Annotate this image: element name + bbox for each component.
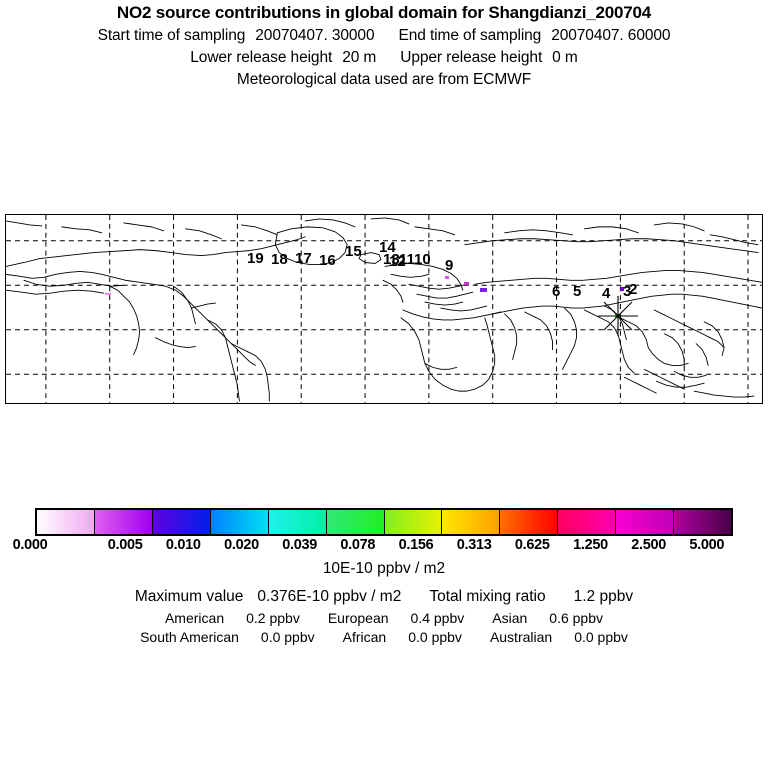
colorbar-segment-1 [94,510,153,534]
colorbar-segment-3 [210,510,269,534]
maximum-value: 0.376E-10 ppbv / m2 [257,588,402,605]
trajectory-day-16: 16 [319,252,336,269]
lower-release-label: Lower release height [190,49,333,66]
region-row-southern: South American 0.0 ppbv African 0.0 ppbv Aus… [0,629,768,645]
trajectory-day-18: 18 [271,251,288,268]
coastlines [6,217,762,402]
region-value-african: 0.0 ppbv [408,629,462,645]
colorbar-unit-label: 10E-10 ppbv / m2 [322,560,446,577]
trajectory-day-17: 17 [295,250,312,267]
colorbar-tick-labels: 0.000 0.005 0.010 0.020 0.039 0.078 0.156 0.313… [0,537,768,553]
region-name-asian: Asian [492,610,528,626]
colorbar-tick-5.000: 5.000 [689,537,725,553]
region-name-australian: Australian [489,629,553,645]
trajectory-day-11: 11 [399,251,415,268]
colorbar-segment-6 [384,510,443,534]
total-mixing-ratio-value: 1.2 ppbv [573,588,634,605]
colorbar-segment-8 [500,510,559,534]
trajectory-day-12: 12 [389,253,406,270]
trajectory-day-4: 4 [602,285,611,302]
region-value-australian: 0.0 ppbv [574,629,628,645]
colorbar-segment-10 [616,510,675,534]
region-name-african: African [342,629,387,645]
region-value-south-american: 0.0 ppbv [260,629,315,645]
region-row-northern: American 0.2 ppbv European 0.4 ppbv Asian 0.6… [0,610,768,626]
colorbar-tick-0.005: 0.005 [107,537,143,553]
end-time-value: 20070407. 60000 [551,27,671,44]
colorbar-tick-0.625: 0.625 [514,537,550,553]
lower-release-value: 20 m [342,49,377,66]
colorbar-tick-0.078: 0.078 [340,537,376,553]
receptor-site-star-icon [598,296,638,336]
trajectory-day-5: 5 [573,283,582,300]
sampling-time-line: Start time of sampling 20070407. 30000 End… [0,27,768,45]
release-height-line: Lower release height 20 m Upper release he… [0,49,768,67]
colorbar-tick-0.156: 0.156 [398,537,434,553]
start-time-label: Start time of sampling [97,27,246,44]
colorbar-tick-0.039: 0.039 [282,537,318,553]
plume-cell-1 [480,288,487,292]
colorbar-tick-0.000: 0.000 [12,537,48,553]
trajectory-day-2: 2 [629,281,638,298]
upper-release-value: 0 m [552,49,578,66]
upper-release-label: Upper release height [400,49,543,66]
colorbar-container[interactable] [35,508,733,536]
summary-line: Maximum value 0.376E-10 ppbv / m2 Total mi… [0,588,768,606]
colorbar-tick-0.020: 0.020 [224,537,259,553]
colorbar-segment-7 [442,510,501,534]
plume-cell-4 [620,287,624,291]
region-name-european: European [327,610,389,626]
trajectory-day-3: 3 [623,283,632,300]
region-name-american: American [164,610,225,626]
colorbar-segment-4 [268,510,327,534]
region-name-south-american: South American [140,629,239,645]
colorbar-segment-5 [326,510,385,534]
trajectory-day-9: 9 [445,257,454,274]
colorbar-segment-9 [558,510,617,534]
world-map-panel[interactable]: 19 18 17 16 15 14 13 12 11 10 9 6 5 4 3 2 [5,214,763,404]
trajectory-day-15: 15 [345,243,362,260]
colorbar-tick-1.250: 1.250 [573,537,608,553]
plume-cell-0 [464,282,469,285]
trajectory-day-6: 6 [552,283,561,300]
colorbar-segment-2 [152,510,211,534]
colorbar-segment-11 [674,510,732,534]
colorbar-tick-0.010: 0.010 [165,537,201,553]
region-value-european: 0.4 ppbv [410,610,465,626]
trajectory-day-10: 10 [414,251,431,268]
region-value-american: 0.2 ppbv [246,610,300,626]
region-value-asian: 0.6 ppbv [549,610,604,626]
start-time-value: 20070407. 30000 [255,27,375,44]
statistics-block: Maximum value 0.376E-10 ppbv / m2 Total mi… [0,588,768,648]
page-title: NO2 source contributions in global domai… [116,3,652,22]
colorbar[interactable] [35,508,733,536]
map-gridlines [6,215,762,403]
trajectory-day-14: 14 [379,239,396,256]
trajectory-day-19: 19 [247,250,264,267]
plume-cell-2 [445,276,449,279]
maximum-value-label: Maximum value [134,588,244,605]
figure-header: NO2 source contributions in global domai… [0,0,768,89]
end-time-label: End time of sampling [398,27,542,44]
meteorology-line: Meteorological data used are from ECMWF [236,71,532,88]
trajectory-day-13: 13 [383,251,400,268]
colorbar-tick-0.313: 0.313 [456,537,492,553]
total-mixing-ratio-label: Total mixing ratio [429,588,546,605]
colorbar-segment-0 [37,510,95,534]
map-canvas [6,215,762,403]
plume-cell-3 [105,293,111,295]
colorbar-tick-2.500: 2.500 [631,537,667,553]
